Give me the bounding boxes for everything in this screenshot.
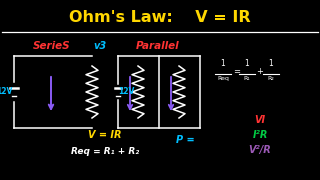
Text: +: +: [257, 68, 263, 76]
Text: Ohm's Law:    V = IR: Ohm's Law: V = IR: [69, 10, 251, 24]
Text: SerieS: SerieS: [33, 41, 71, 51]
Text: 1: 1: [268, 59, 273, 68]
Text: 12V: 12V: [0, 87, 12, 96]
Text: Parallel: Parallel: [136, 41, 180, 51]
Text: V²/R: V²/R: [249, 145, 271, 155]
Text: V = IR: V = IR: [88, 130, 122, 140]
Text: 1: 1: [244, 59, 249, 68]
Text: =: =: [234, 68, 241, 76]
Text: R₂: R₂: [268, 76, 274, 81]
Text: I²R: I²R: [252, 130, 268, 140]
Text: R₁: R₁: [244, 76, 250, 81]
Text: 1: 1: [220, 59, 225, 68]
Text: 12V: 12V: [118, 87, 134, 96]
Text: v3: v3: [93, 41, 107, 51]
Text: P =: P =: [176, 135, 194, 145]
Text: Req = R₁ + R₂: Req = R₁ + R₂: [71, 147, 139, 156]
Text: Req: Req: [217, 76, 229, 81]
Text: VI: VI: [254, 115, 266, 125]
